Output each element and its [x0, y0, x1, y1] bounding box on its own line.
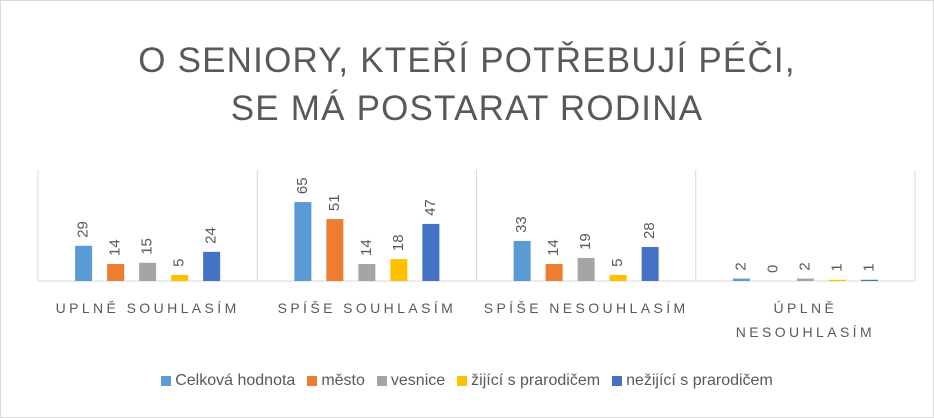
data-label: 65: [294, 177, 311, 194]
bar: [75, 245, 93, 281]
data-label: 5: [171, 259, 188, 267]
legend-item: město: [307, 372, 365, 390]
data-label: 28: [641, 222, 658, 239]
bar: [358, 264, 376, 281]
data-label: 47: [422, 199, 439, 216]
bar: [513, 240, 531, 281]
data-label: 19: [577, 233, 594, 250]
data-label: 5: [609, 259, 626, 267]
legend-swatch: [161, 376, 172, 386]
x-tick-label: ÚPLNĚ NESOUHLASÍM: [735, 300, 876, 340]
data-label: 24: [203, 227, 220, 244]
bar: [732, 278, 750, 281]
data-label: 29: [75, 221, 92, 238]
x-tick-label: SPÍŠE SOUHLASÍM: [277, 300, 457, 316]
legend-label: Celková hodnota: [175, 372, 296, 389]
bar: [577, 257, 595, 281]
bar: [139, 262, 157, 281]
bar: [609, 274, 627, 281]
data-label: 15: [139, 238, 156, 255]
bar: [422, 223, 440, 281]
legend-item: žijící s prarodičem: [457, 372, 600, 390]
bar: [545, 264, 563, 281]
legend-label: vesnice: [390, 372, 446, 389]
legend-item: vesnice: [376, 372, 446, 390]
x-tick-label: SPÍŠE NESOUHLASÍM: [483, 300, 689, 316]
chart-title: SE MÁ POSTARAT RODINA: [231, 89, 704, 128]
legend-label: žijící s prarodičem: [471, 372, 601, 389]
legend-swatch: [612, 376, 623, 386]
data-label: 51: [326, 194, 343, 211]
bar: [203, 251, 221, 281]
data-label: 14: [358, 239, 375, 256]
chart-title: O SENIORY, KTEŘÍ POTŘEBUJÍ PÉČI,: [138, 41, 796, 80]
bar: [860, 279, 878, 281]
legend-label: město: [321, 372, 365, 389]
bar: [294, 202, 312, 281]
legend: Celková hodnota město vesnice žijící s prar…: [0, 372, 934, 390]
data-label: 14: [545, 239, 562, 256]
legend-swatch: [376, 376, 387, 386]
legend-label: nežijící s prarodičem: [626, 372, 773, 389]
bar: [828, 279, 846, 281]
data-label: 1: [828, 263, 845, 271]
legend-item: nežijící s prarodičem: [612, 372, 773, 390]
bar: [796, 278, 814, 281]
bar: [390, 259, 408, 281]
bar: [326, 219, 344, 281]
data-label: 33: [513, 216, 530, 233]
bar: [171, 274, 189, 281]
legend-swatch: [457, 376, 468, 386]
bar: [107, 264, 125, 281]
data-label: 2: [732, 262, 749, 270]
x-tick-label: UPLNĚ SOUHLASÍM: [55, 300, 240, 316]
data-label: 14: [107, 239, 124, 256]
legend-item: Celková hodnota: [161, 372, 295, 390]
bar: [641, 247, 659, 281]
legend-swatch: [307, 376, 318, 386]
data-label: 1: [860, 263, 877, 271]
data-label: 18: [390, 234, 407, 251]
data-label: 0: [764, 265, 781, 273]
data-label: 2: [796, 262, 813, 270]
